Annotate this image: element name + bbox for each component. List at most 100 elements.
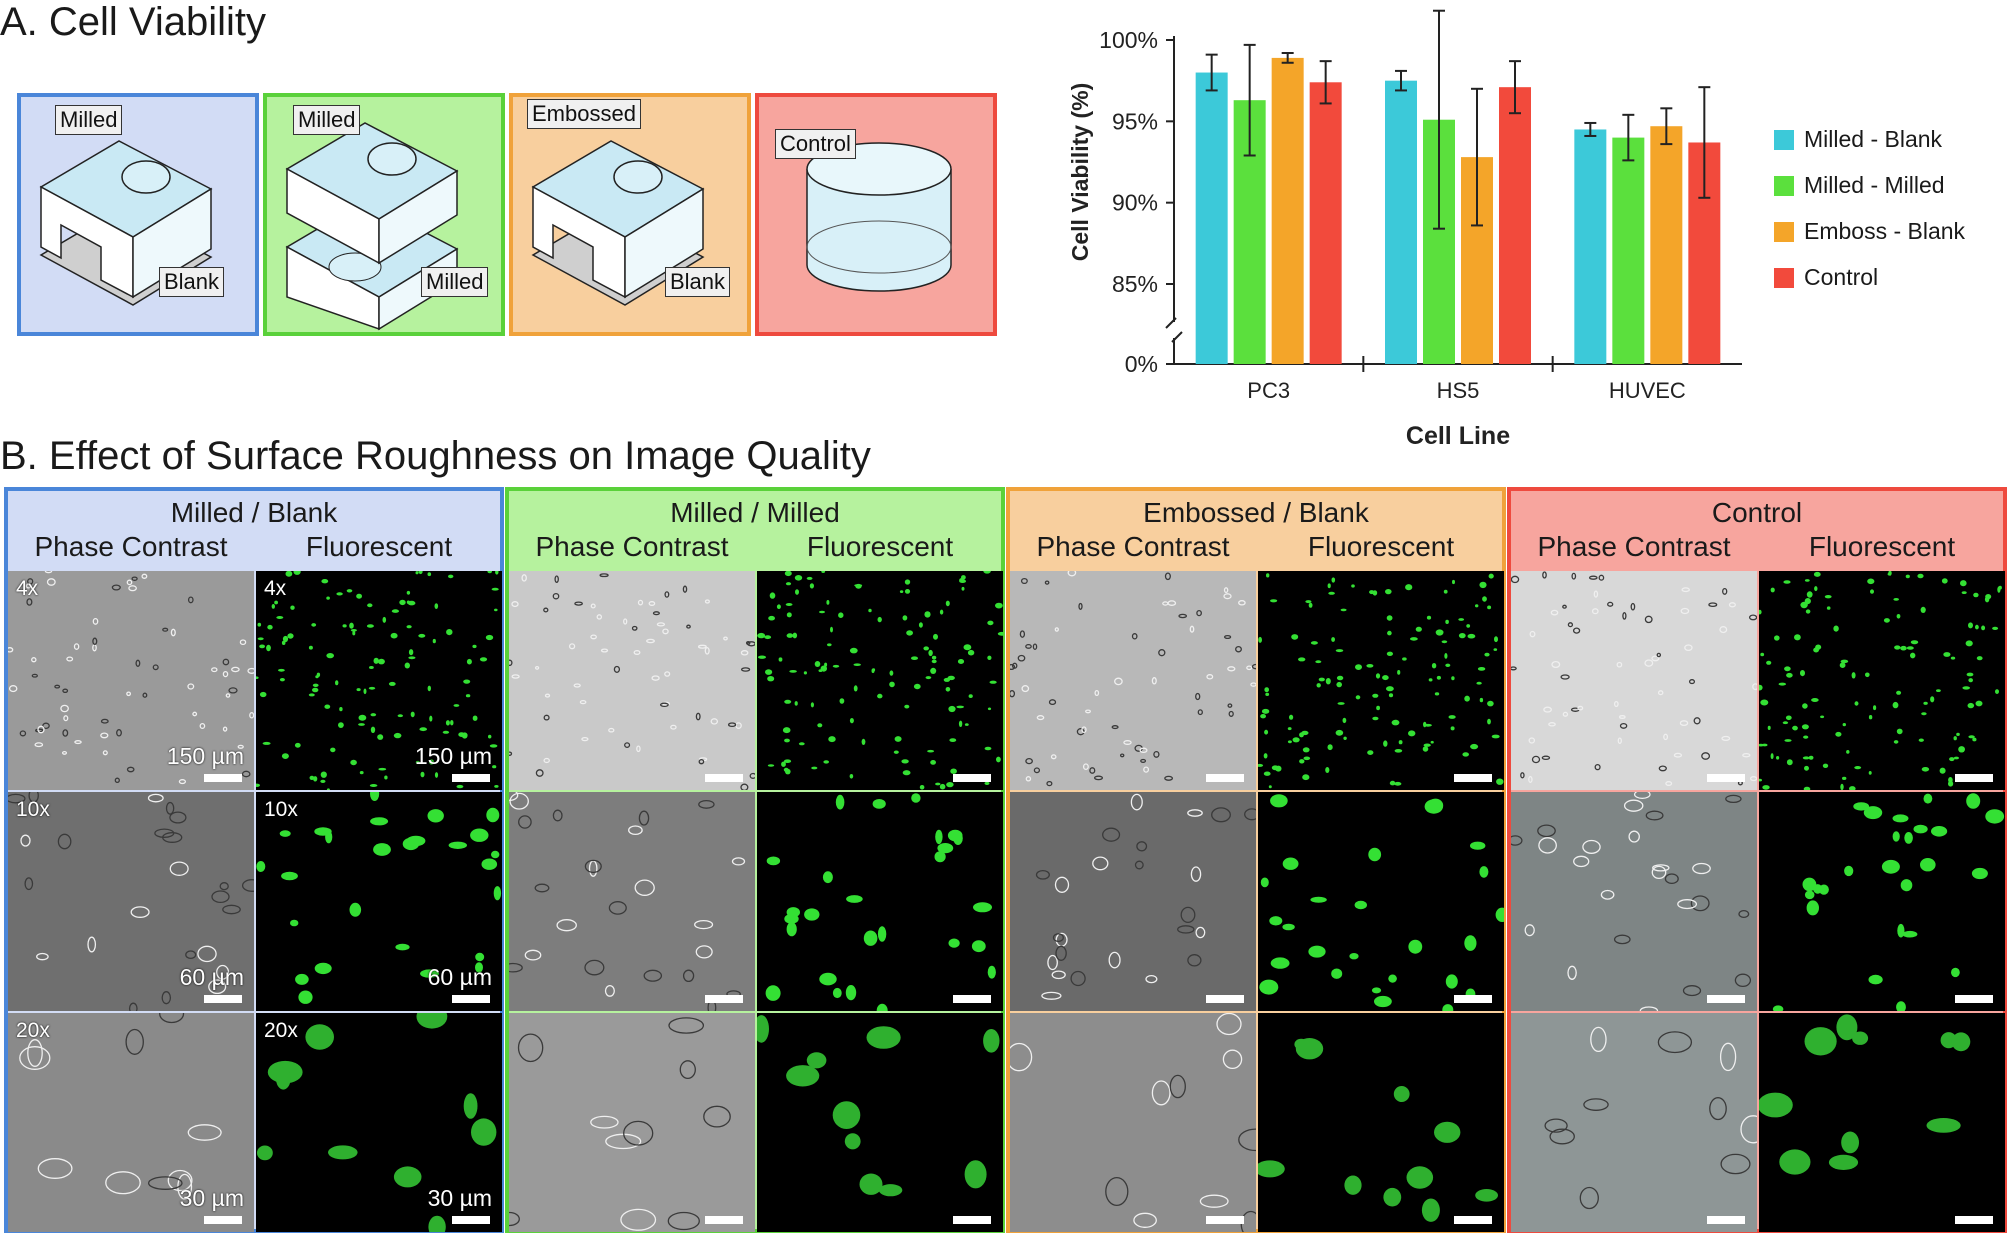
scale-bar: [1707, 774, 1745, 782]
scale-bar: [1454, 1216, 1492, 1224]
legend-label: Milled - Blank: [1804, 126, 1943, 152]
fluorescent-image: [1258, 792, 1504, 1011]
phase-contrast-image: 4x 150 µm: [8, 571, 254, 790]
phase-contrast-image: [1010, 792, 1256, 1011]
section-a-title: A. Cell Viability: [0, 0, 267, 44]
x-axis-title: Cell Line: [1406, 422, 1510, 450]
bar: [1309, 82, 1342, 364]
fluorescent-image: [1759, 792, 2005, 1011]
schematic-control: Control: [755, 93, 997, 336]
schematic-bottom-label: Blank: [159, 267, 225, 297]
scale-bar: [705, 995, 743, 1003]
y-tick-label: 85%: [1112, 271, 1158, 297]
phase-contrast-image: 20x 30 µm: [8, 1013, 254, 1232]
viability-bar-chart: 0% 85% 90% 95% 100% Cell Viability (%) PC3 HS5 H…: [1067, 9, 1742, 450]
panel-title: Embossed / Blank: [1143, 497, 1369, 528]
y-tick-label: 95%: [1112, 108, 1158, 134]
scale-label: 150 µm: [166, 743, 244, 769]
bar: [1499, 87, 1531, 364]
schematic-top-label: Milled: [293, 105, 361, 135]
scale-label: 150 µm: [414, 743, 492, 769]
legend-swatch: [1774, 222, 1794, 242]
scale-label: 30 µm: [179, 1185, 244, 1211]
scale-bar: [452, 995, 490, 1003]
microscopy-panel: Control Phase Contrast Fluorescent: [1507, 487, 2007, 1233]
bar: [1385, 80, 1417, 365]
bar: [1271, 57, 1304, 364]
phase-contrast-image: [1511, 792, 1757, 1011]
milled-milled-chip-drawing: [285, 122, 459, 331]
scale-label: 60 µm: [179, 964, 244, 990]
legend-swatch: [1774, 130, 1794, 150]
scale-label: 60 µm: [427, 964, 492, 990]
phase-contrast-image: [509, 1013, 755, 1232]
schematic-milled-milled: Milled Milled: [263, 93, 505, 336]
embossed-blank-chip-drawing: [531, 140, 705, 306]
scale-bar: [452, 774, 490, 782]
scale-bar: [953, 774, 991, 782]
scale-bar: [204, 774, 242, 782]
fluorescent-image: [757, 1013, 1003, 1232]
fluorescent-image: [1258, 571, 1504, 790]
scale-bar: [1707, 1216, 1745, 1224]
legend-label: Milled - Milled: [1804, 172, 1945, 198]
phase-contrast-image: [1010, 1013, 1256, 1232]
phase-contrast-header: Phase Contrast: [535, 531, 729, 562]
magnification-label: 10x: [264, 798, 298, 821]
axis-break-mark: [1165, 317, 1183, 343]
scale-bar: [1955, 995, 1993, 1003]
phase-contrast-image: [509, 571, 755, 790]
microscopy-panel: Milled / Milled Phase Contrast Fluorescent: [505, 487, 1005, 1233]
bar: [1650, 126, 1683, 364]
x-tick-label: HS5: [1437, 378, 1480, 403]
scale-bar: [1206, 995, 1244, 1003]
legend-swatch: [1774, 268, 1794, 288]
legend-label: Emboss - Blank: [1804, 218, 1966, 244]
magnification-label: 20x: [16, 1019, 50, 1042]
x-tick-label: HUVEC: [1609, 378, 1686, 403]
schematic-bottom-label: Milled: [421, 267, 489, 297]
scale-bar: [1955, 1216, 1993, 1224]
scale-bar: [705, 1216, 743, 1224]
fluorescent-image: [757, 571, 1003, 790]
scale-bar: [1707, 995, 1745, 1003]
fluorescent-header: Fluorescent: [1808, 531, 1956, 562]
fluorescent-image: [1759, 1013, 2005, 1232]
schematic-top-label: Embossed: [527, 99, 641, 129]
x-tick-label: PC3: [1247, 378, 1290, 403]
fluorescent-image: [1759, 571, 2005, 790]
bar: [1574, 129, 1607, 364]
scale-label: 30 µm: [427, 1185, 492, 1211]
scale-bar: [204, 995, 242, 1003]
magnification-label: 4x: [16, 577, 39, 600]
schematic-embossed-blank: Embossed Blank: [509, 93, 751, 336]
panel-title: Milled / Blank: [170, 497, 338, 528]
schematic-top-label: Milled: [55, 105, 123, 135]
phase-contrast-image: [1511, 571, 1757, 790]
microscopy-panel: Embossed / Blank Phase Contrast Fluorescen…: [1006, 487, 1506, 1233]
scale-bar: [953, 995, 991, 1003]
scale-bar: [1454, 995, 1492, 1003]
fluorescent-image: 4x 150 µm: [256, 571, 502, 790]
phase-contrast-header: Phase Contrast: [1036, 531, 1230, 562]
fluorescent-image: 10x 60 µm: [256, 792, 502, 1011]
petri-dish-drawing: [806, 142, 952, 292]
phase-contrast-image: [1010, 571, 1256, 790]
y-tick-label: 0%: [1125, 351, 1158, 377]
fluorescent-header: Fluorescent: [806, 531, 954, 562]
scale-bar: [1206, 1216, 1244, 1224]
phase-contrast-image: 10x 60 µm: [8, 792, 254, 1011]
y-tick-label: 90%: [1112, 190, 1158, 216]
panel-title: Milled / Milled: [670, 497, 840, 528]
magnification-label: 20x: [264, 1019, 298, 1042]
phase-contrast-header: Phase Contrast: [34, 531, 228, 562]
schematic-bottom-label: Blank: [665, 267, 731, 297]
fluorescent-image: [757, 792, 1003, 1011]
scale-bar: [452, 1216, 490, 1224]
fluorescent-image: 20x 30 µm: [256, 1013, 502, 1232]
section-b-title: B. Effect of Surface Roughness on Image …: [0, 434, 871, 478]
fluorescent-header: Fluorescent: [1307, 531, 1455, 562]
scale-bar: [705, 774, 743, 782]
scale-bar: [204, 1216, 242, 1224]
y-axis-title: Cell Viability (%): [1067, 83, 1093, 262]
